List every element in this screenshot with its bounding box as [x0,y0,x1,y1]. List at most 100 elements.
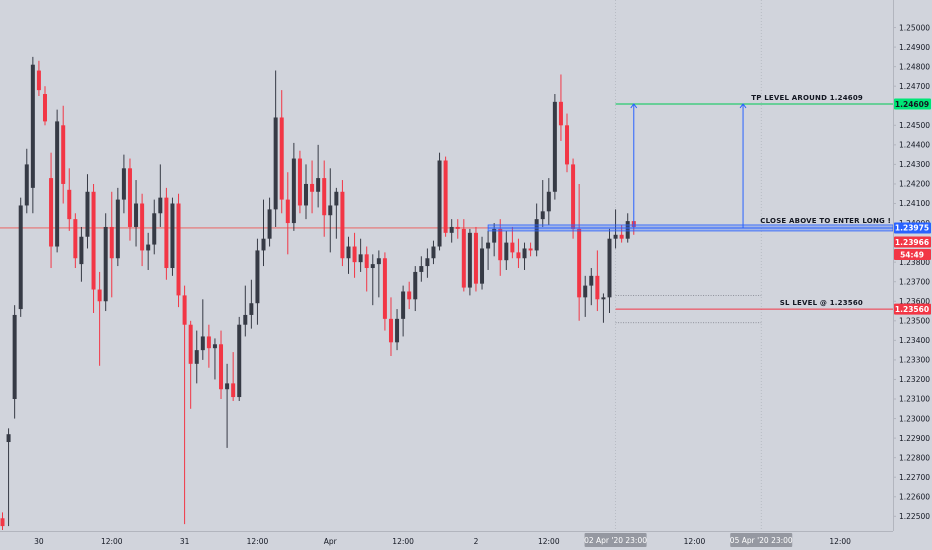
candle-body[interactable] [255,250,260,304]
candle-body[interactable] [376,258,381,265]
candle-body[interactable] [467,232,472,288]
candle-body[interactable] [552,101,557,192]
candle-body[interactable] [583,285,588,298]
candle-body[interactable] [212,344,217,349]
candle-body[interactable] [607,238,612,298]
candle-body[interactable] [127,168,132,227]
candle-body[interactable] [279,117,284,200]
candle-body[interactable] [388,318,393,343]
candle-body[interactable] [516,252,521,259]
candle-body[interactable] [115,199,120,259]
candle-body[interactable] [200,336,205,351]
candle-body[interactable] [164,197,169,269]
candle-body[interactable] [322,178,327,216]
candle-body[interactable] [401,291,406,319]
candle-body[interactable] [152,213,157,245]
candle-body[interactable] [12,314,17,400]
candle-body[interactable] [304,183,308,206]
candle-body[interactable] [18,205,23,310]
candle-body[interactable] [534,219,539,251]
candle-body[interactable] [243,314,248,325]
candle-body[interactable] [140,203,145,251]
candle-body[interactable] [36,70,41,91]
candle-body[interactable] [595,275,600,300]
candle-body[interactable] [565,125,570,165]
candle-body[interactable] [419,266,424,272]
candle-body[interactable] [231,383,236,398]
candle-body[interactable] [297,158,302,206]
candle-body[interactable] [121,168,126,200]
candle-body[interactable] [492,228,497,243]
candle-body[interactable] [443,160,448,233]
candle-body[interactable] [55,121,60,247]
candle-body[interactable] [194,350,199,364]
candle-body[interactable] [225,383,230,390]
candle-body[interactable] [358,254,363,263]
candle-body[interactable] [158,197,163,214]
candle-body[interactable] [249,303,254,315]
candle-body[interactable] [449,226,454,233]
candle-body[interactable] [455,226,460,229]
candle-body[interactable] [370,264,375,269]
candle-body[interactable] [85,191,90,237]
candle-body[interactable] [103,226,108,302]
candle-body[interactable] [316,178,321,192]
candle-body[interactable] [498,228,503,261]
candle-body[interactable] [0,518,5,527]
candle-body[interactable] [558,101,563,126]
candle-body[interactable] [267,209,272,239]
candle-body[interactable] [461,228,466,288]
candle-body[interactable] [6,434,11,443]
candle-body[interactable] [91,191,96,290]
candle-body[interactable] [237,324,242,398]
candle-body[interactable] [522,248,527,259]
candle-body[interactable] [328,205,333,216]
candle-body[interactable] [364,254,369,269]
candle-body[interactable] [219,344,224,390]
candle-body[interactable] [273,117,278,210]
candle-body[interactable] [431,246,436,259]
candle-body[interactable] [67,189,72,220]
candle-body[interactable] [188,324,193,364]
candle-body[interactable] [97,289,102,302]
candle-body[interactable] [170,203,175,269]
candle-body[interactable] [261,238,266,251]
candle-body[interactable] [425,258,430,267]
candle-body[interactable] [395,318,400,343]
candle-body[interactable] [480,248,485,284]
candle-body[interactable] [176,203,181,296]
candle-body[interactable] [504,242,509,261]
candle-body[interactable] [407,291,412,300]
candle-body[interactable] [601,297,606,300]
candle-body[interactable] [619,234,624,239]
candle-body[interactable] [577,228,582,298]
candle-body[interactable] [73,219,78,259]
candle-body[interactable] [30,64,35,188]
candle-body[interactable] [182,295,187,325]
candle-body[interactable] [206,336,211,349]
candle-body[interactable] [473,232,478,284]
candle-body[interactable] [42,94,47,122]
candle-body[interactable] [291,158,296,224]
candle-body[interactable] [382,258,387,319]
candle-body[interactable] [589,275,594,286]
candle-body[interactable] [49,178,54,247]
candle-body[interactable] [540,211,545,220]
candle-body[interactable] [134,203,139,227]
candle-body[interactable] [346,246,351,259]
candle-body[interactable] [310,183,315,192]
candle-body[interactable] [486,242,491,249]
candle-body[interactable] [546,191,551,212]
candle-body[interactable] [24,164,29,206]
candle-body[interactable] [334,191,339,206]
candle-body[interactable] [340,191,345,259]
candle-body[interactable] [79,236,84,265]
candle-body[interactable] [571,164,576,229]
candle-body[interactable] [413,271,418,300]
candle-body[interactable] [109,226,114,259]
candle-body[interactable] [510,242,515,253]
candle-body[interactable] [613,234,618,239]
candle-body[interactable] [352,246,357,263]
